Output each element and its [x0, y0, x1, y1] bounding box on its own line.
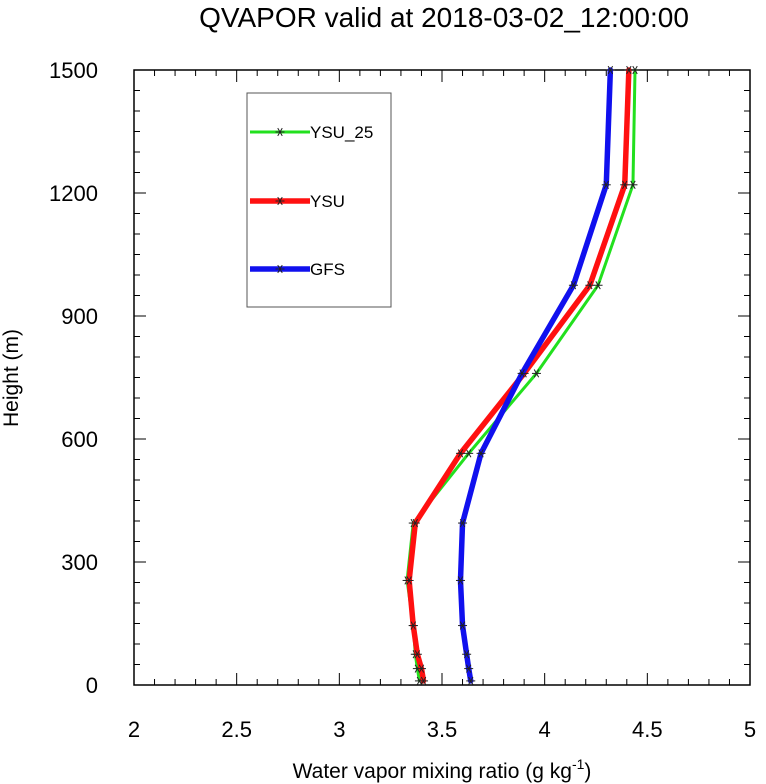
data-point: [404, 576, 414, 585]
data-point: [458, 621, 468, 630]
marker-stroke: [626, 65, 632, 75]
legend-item: YSU: [250, 192, 345, 211]
marker-stroke: [570, 281, 577, 290]
data-point: [605, 65, 615, 75]
marker-stroke: [622, 180, 628, 189]
marker-stroke: [457, 576, 464, 585]
marker-stroke: [277, 264, 283, 274]
marker-stroke: [457, 449, 464, 458]
marker-stroke: [478, 449, 484, 458]
data-point: [464, 449, 474, 458]
data-point: [531, 369, 541, 378]
marker-stroke: [466, 449, 472, 458]
x-tick-labels: 2 2.5 3 3.5 4 4.5 5: [128, 717, 756, 742]
marker-stroke: [459, 621, 466, 630]
data-point: [408, 621, 418, 630]
legend-marker: [275, 264, 285, 274]
y-tick-label: 1500: [49, 58, 98, 83]
legend: YSU_25 YSU GFS: [246, 92, 392, 308]
data-point: [462, 650, 472, 659]
legend-marker: [275, 196, 285, 206]
chart-title: QVAPOR valid at 2018-03-02_12:00:00: [199, 2, 689, 33]
data-point: [464, 664, 474, 673]
legend-label: YSU: [310, 192, 345, 211]
y-tick-label: 900: [61, 304, 98, 329]
marker-stroke: [533, 369, 540, 378]
x-tick-label: 2: [128, 717, 140, 742]
data-point: [416, 664, 426, 673]
legend-item: GFS: [250, 260, 345, 279]
marker-stroke: [519, 369, 525, 378]
marker-stroke: [468, 676, 474, 686]
data-point: [419, 676, 429, 686]
marker-stroke: [595, 281, 601, 290]
legend-label: GFS: [310, 260, 345, 279]
data-point: [476, 449, 486, 458]
marker-stroke: [277, 127, 283, 137]
marker-stroke: [607, 65, 614, 75]
data-point: [455, 576, 465, 585]
y-axis-label: Height (m): [0, 329, 23, 427]
y-tick-label: 300: [61, 550, 98, 575]
x-tick-label: 3.5: [427, 717, 458, 742]
marker-stroke: [277, 196, 283, 206]
x-tick-label: 2.5: [221, 717, 252, 742]
marker-stroke: [414, 650, 421, 659]
x-tick-label: 4.5: [632, 717, 663, 742]
y-tick-label: 1200: [49, 181, 98, 206]
data-point: [517, 369, 527, 378]
data-point: [455, 449, 465, 458]
series-layer: [402, 65, 640, 686]
marker-stroke: [412, 518, 418, 528]
marker-stroke: [410, 621, 416, 630]
data-point: [593, 281, 603, 290]
marker-stroke: [587, 281, 593, 290]
x-tick-label: 3: [333, 717, 345, 742]
legend-label: YSU_25: [310, 123, 373, 142]
y-tick-label: 600: [61, 427, 98, 452]
plot-frame: [133, 69, 751, 686]
legend-marker: [275, 127, 285, 137]
marker-stroke: [603, 180, 609, 189]
marker-stroke: [466, 664, 472, 673]
data-point: [628, 180, 638, 189]
x-tick-label: 4: [539, 717, 551, 742]
legend-item: YSU_25: [250, 123, 373, 142]
data-point: [466, 676, 476, 686]
data-point: [568, 281, 578, 290]
marker-stroke: [630, 180, 636, 189]
axis-ticks: [133, 69, 751, 686]
marker-stroke: [420, 676, 427, 686]
marker-stroke: [406, 576, 412, 585]
marker-stroke: [632, 65, 638, 75]
series-ysu: [404, 65, 634, 686]
x-axis-label: Water vapor mixing ratio (g kg-1): [293, 756, 592, 783]
x-tick-label: 5: [744, 717, 756, 742]
marker-stroke: [418, 664, 425, 673]
marker-stroke: [459, 518, 466, 528]
data-point: [620, 180, 630, 189]
data-point: [458, 518, 468, 528]
y-tick-labels: 0 300 600 900 1200 1500: [49, 58, 98, 698]
series-gfs: [455, 65, 615, 686]
marker-stroke: [463, 650, 470, 659]
y-tick-label: 0: [86, 673, 98, 698]
data-point: [412, 650, 422, 659]
data-point: [585, 281, 595, 290]
data-point: [410, 518, 420, 528]
data-point: [601, 180, 611, 189]
data-point: [624, 65, 634, 75]
